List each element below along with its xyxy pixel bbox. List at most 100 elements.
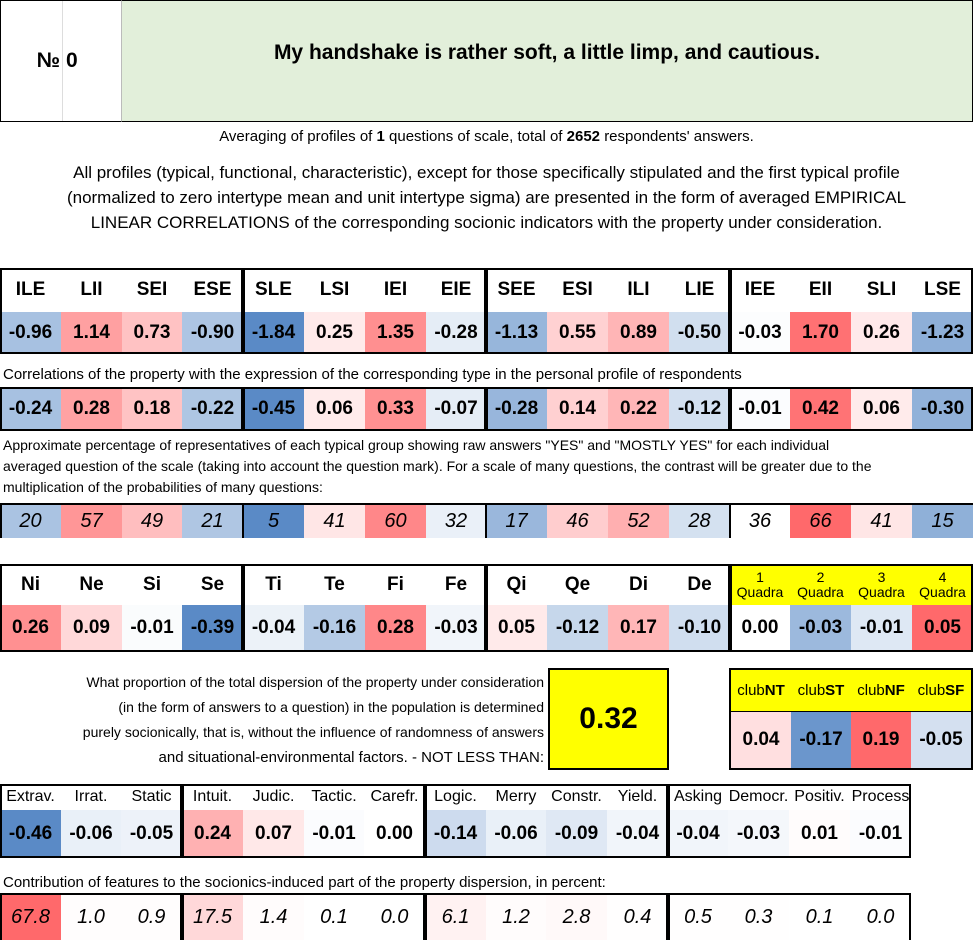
function-label: De: [669, 564, 730, 605]
type-correlation-value: -0.30: [912, 387, 973, 431]
type-correlation-value: -0.45: [243, 387, 304, 431]
function-label: Si: [122, 564, 182, 605]
averaging-middle: questions of scale, total of: [389, 128, 563, 145]
type-correlation-value: -0.07: [426, 387, 486, 431]
type-normalized-value: -0.50: [669, 312, 730, 354]
feature-value: 0.24: [182, 810, 243, 858]
percent-top-rule: [0, 503, 973, 505]
type-correlation-value: -0.28: [486, 387, 547, 431]
type-label: EII: [790, 268, 851, 312]
type-percent-value: 41: [851, 504, 912, 538]
profiles-note: All profiles (typical, functional, chara…: [0, 160, 973, 235]
type-normalized-value: -0.90: [182, 312, 243, 354]
feature-contribution: 0.1: [304, 894, 364, 940]
feature-label: Yield.: [607, 784, 668, 810]
functions-table: Ni Ne Si Se Ti Te Fi Fe Qi Qe Di De 0.26 0.09 -0.01 -0.…: [0, 564, 973, 652]
feature-value: -0.06: [486, 810, 546, 858]
function-label: Ti: [243, 564, 304, 605]
quadra-value: -0.01: [851, 605, 912, 650]
quadra-number: 4: [938, 568, 947, 585]
club-label: club ST: [791, 670, 851, 711]
type-normalized-value: 1.14: [61, 312, 122, 354]
club-code: SF: [945, 682, 965, 699]
type-percent-value: 20: [0, 504, 61, 538]
correlations-caption: Correlations of the property with the ex…: [3, 366, 742, 383]
feature-value: -0.03: [728, 810, 789, 858]
feature-contribution: 0.1: [789, 894, 850, 940]
quadra-word: Quadra: [736, 583, 784, 600]
function-value: -0.01: [122, 605, 182, 650]
type-label: ESI: [547, 268, 608, 312]
quadra-word: Quadra: [797, 583, 844, 600]
function-value: -0.12: [547, 605, 608, 650]
type-normalized-value: -1.23: [912, 312, 973, 354]
percent-caption-line: averaged question of the scale (taking i…: [3, 458, 872, 474]
function-label: Se: [182, 564, 243, 605]
type-normalized-value: 0.89: [608, 312, 669, 354]
percent-caption-line: multiplication of the probabilities of m…: [3, 479, 323, 495]
feature-label: Asking: [668, 784, 728, 810]
type-normalized-value: -1.84: [243, 312, 304, 354]
function-label: Ne: [61, 564, 122, 605]
function-label: Ni: [0, 564, 61, 605]
type-percent-value: 57: [61, 504, 122, 538]
type-normalized-value: -1.13: [486, 312, 547, 354]
feature-value: -0.01: [304, 810, 364, 858]
club-value: -0.17: [791, 712, 851, 768]
quadra-label: 1 Quadra: [730, 564, 790, 605]
profiles-note-line: All profiles (typical, functional, chara…: [73, 163, 900, 182]
quadra-label: 3 Quadra: [851, 564, 912, 605]
club-prefix: club: [917, 682, 946, 699]
function-label: Fe: [426, 564, 486, 605]
feature-label: Judic.: [243, 784, 304, 810]
function-label: Qe: [547, 564, 608, 605]
feature-label: Logic.: [425, 784, 486, 810]
question-title: My handshake is rather soft, a little li…: [122, 0, 973, 122]
quadra-number: 1: [756, 568, 764, 585]
type-label: LIE: [669, 268, 730, 312]
type-correlation-value: -0.24: [0, 387, 61, 431]
averaging-suffix: respondents' answers.: [604, 128, 754, 145]
function-value: 0.26: [0, 605, 61, 650]
type-label: SLI: [851, 268, 912, 312]
quadra-value: 0.05: [912, 605, 973, 650]
type-correlation-value: 0.18: [122, 387, 182, 431]
feature-contribution: 1.4: [243, 894, 304, 940]
percent-separator: [242, 504, 244, 538]
function-value: -0.16: [304, 605, 365, 650]
club-prefix: club: [857, 682, 885, 699]
feature-value: 0.07: [243, 810, 304, 858]
quadra-number: 3: [877, 568, 886, 585]
feature-contribution: 67.8: [0, 894, 61, 940]
function-value: -0.10: [669, 605, 730, 650]
feature-value: 0.01: [789, 810, 850, 858]
feature-contribution: 0.3: [728, 894, 789, 940]
type-normalized-value: 0.55: [547, 312, 608, 354]
feature-value: -0.01: [850, 810, 911, 858]
feature-contribution: 0.9: [121, 894, 182, 940]
type-percent-value: 60: [365, 504, 426, 538]
type-percent-value: 5: [243, 504, 304, 538]
feature-contribution: 17.5: [182, 894, 243, 940]
type-percent-value: 49: [122, 504, 182, 538]
function-value: 0.17: [608, 605, 669, 650]
type-normalized-value: -0.96: [0, 312, 61, 354]
type-label: SEE: [486, 268, 547, 312]
club-label: club NF: [851, 670, 911, 711]
clubs-values: 0.04 -0.17 0.19 -0.05: [729, 712, 973, 770]
type-normalized-value: 0.25: [304, 312, 365, 354]
quadra-value: 0.00: [730, 605, 790, 650]
club-value: -0.05: [911, 712, 971, 768]
type-normalized-value: -0.28: [426, 312, 486, 354]
percent-separator: [0, 504, 2, 538]
features-table: Extrav. Irrat. Static Intuit. Judic. Tactic. C…: [0, 784, 973, 940]
averaging-line: Averaging of profiles of 1 questions of …: [0, 126, 973, 148]
type-correlation-value: -0.12: [669, 387, 730, 431]
function-value: 0.09: [61, 605, 122, 650]
feature-contribution: 0.0: [364, 894, 425, 940]
function-value: 0.28: [365, 605, 426, 650]
club-label: club SF: [911, 670, 971, 711]
club-prefix: club: [797, 682, 826, 699]
function-value: -0.03: [426, 605, 486, 650]
type-normalized-value: 1.35: [365, 312, 426, 354]
